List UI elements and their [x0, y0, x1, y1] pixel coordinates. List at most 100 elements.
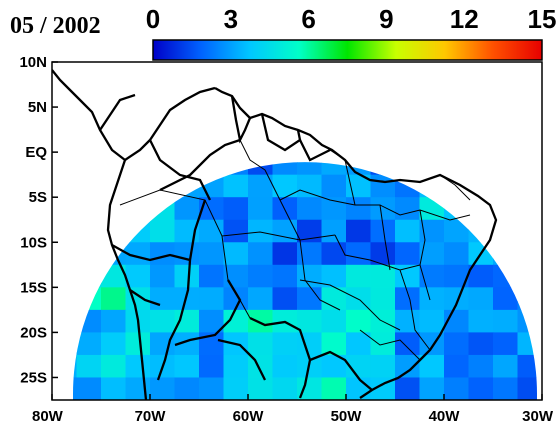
grid-cell — [370, 377, 396, 400]
longitude-label: 80W — [32, 408, 64, 425]
grid-cell — [174, 264, 200, 288]
grid-cell — [419, 219, 445, 243]
longitude-label: 70W — [135, 408, 167, 425]
grid-cell — [174, 242, 200, 266]
grid-cell — [321, 287, 347, 311]
grid-cell — [321, 377, 347, 400]
grid-cell — [370, 219, 396, 243]
grid-cell — [370, 242, 396, 266]
grid-cell — [468, 354, 494, 379]
grid-cell — [297, 197, 323, 221]
grid-cell — [419, 354, 445, 379]
longitude-label: 50W — [331, 408, 363, 425]
grid-cell — [150, 309, 176, 333]
map-area — [51, 61, 543, 401]
latitude-label: 10N — [19, 54, 47, 71]
date-label: 05 / 2002 — [10, 13, 101, 39]
grid-cell — [444, 287, 470, 311]
grid-cell — [150, 242, 176, 266]
grid-cell — [199, 332, 225, 356]
grid-cell — [517, 354, 537, 379]
grid-cell — [272, 264, 298, 288]
longitude-label: 60W — [233, 408, 265, 425]
grid-cell — [321, 354, 347, 379]
grid-cell — [174, 197, 200, 221]
data-grid-cells — [73, 162, 537, 400]
grid-cell — [248, 264, 274, 288]
grid-cell — [199, 197, 225, 221]
longitude-axis: 80W 70W 60W 50W 40W 30W — [32, 394, 554, 425]
grid-cell — [346, 309, 372, 333]
colorbar-tick-label: 12 — [450, 4, 479, 34]
grid-cell — [272, 287, 298, 311]
grid-cell — [174, 287, 200, 311]
latitude-label: 25S — [20, 369, 47, 386]
latitude-label: 10S — [20, 234, 47, 251]
grid-cell — [468, 264, 494, 288]
grid-cell — [248, 309, 274, 333]
grid-cell — [223, 219, 249, 243]
grid-cell — [444, 354, 470, 379]
grid-cell — [272, 219, 298, 243]
grid-cell — [321, 162, 347, 176]
grid-cell — [321, 264, 347, 288]
grid-cell — [223, 354, 249, 379]
grid-cell — [248, 332, 274, 356]
grid-cell — [248, 287, 274, 311]
grid-cell — [321, 197, 347, 221]
coastlines — [52, 69, 498, 400]
grid-cell — [493, 332, 519, 356]
grid-cell — [346, 242, 372, 266]
grid-cell — [223, 377, 249, 400]
grid-cell — [395, 332, 421, 356]
grid-cell — [346, 264, 372, 288]
grid-cell — [76, 377, 102, 400]
longitude-label: 30W — [522, 408, 554, 425]
grid-cell — [419, 264, 445, 288]
grid-cell — [395, 354, 421, 379]
grid-cell — [73, 354, 78, 379]
grid-cell — [150, 264, 176, 288]
colorbar-gradient — [152, 39, 543, 61]
grid-cell — [468, 332, 494, 356]
grid-cell — [101, 377, 127, 400]
grid-cell — [297, 377, 323, 400]
colorbar: 0 3 6 9 12 15 — [146, 4, 556, 61]
grid-cell — [419, 377, 445, 400]
grid-cell — [395, 377, 421, 400]
grid-cell — [370, 354, 396, 379]
grid-cell — [272, 377, 298, 400]
colorbar-tick-label: 9 — [379, 4, 393, 34]
grid-cell — [419, 332, 445, 356]
grid-cell — [297, 174, 323, 198]
grid-cell — [493, 309, 519, 333]
grid-cell — [272, 242, 298, 266]
grid-cell — [272, 197, 298, 221]
grid-cell — [101, 309, 127, 333]
grid-cell — [468, 287, 494, 311]
grid-cell — [395, 242, 421, 266]
grid-cell — [199, 287, 225, 311]
grid-cell — [248, 242, 274, 266]
grid-cell — [125, 354, 151, 379]
grid-cell — [199, 264, 225, 288]
latitude-label: EQ — [25, 144, 47, 161]
grid-cell — [346, 219, 372, 243]
grid-cell — [297, 287, 323, 311]
grid-cell — [125, 264, 151, 288]
grid-cell — [76, 332, 102, 356]
grid-cell — [444, 332, 470, 356]
country-borders — [119, 139, 471, 361]
grid-cell — [73, 377, 78, 400]
grid-cell — [199, 242, 225, 266]
grid-cell — [395, 264, 421, 288]
grid-cell — [101, 287, 127, 311]
grid-cell — [321, 332, 347, 356]
grid-cell — [321, 309, 347, 333]
grid-cell — [297, 264, 323, 288]
grid-cell — [150, 377, 176, 400]
grid-cell — [444, 219, 470, 243]
grid-cell — [321, 242, 347, 266]
